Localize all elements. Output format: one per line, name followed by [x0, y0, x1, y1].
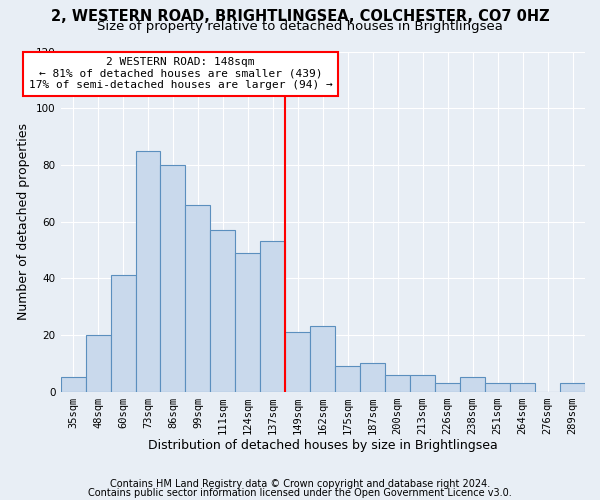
- Bar: [360, 363, 385, 392]
- Bar: [435, 383, 460, 392]
- Bar: [560, 383, 585, 392]
- Bar: [260, 242, 286, 392]
- Bar: [510, 383, 535, 392]
- Text: Contains HM Land Registry data © Crown copyright and database right 2024.: Contains HM Land Registry data © Crown c…: [110, 479, 490, 489]
- Bar: [86, 335, 110, 392]
- Bar: [160, 165, 185, 392]
- Bar: [410, 374, 435, 392]
- Bar: [385, 374, 410, 392]
- Text: Size of property relative to detached houses in Brightlingsea: Size of property relative to detached ho…: [97, 20, 503, 33]
- Bar: [211, 230, 235, 392]
- Bar: [136, 150, 160, 392]
- Text: 2, WESTERN ROAD, BRIGHTLINGSEA, COLCHESTER, CO7 0HZ: 2, WESTERN ROAD, BRIGHTLINGSEA, COLCHEST…: [50, 9, 550, 24]
- X-axis label: Distribution of detached houses by size in Brightlingsea: Distribution of detached houses by size …: [148, 440, 497, 452]
- Bar: [310, 326, 335, 392]
- Bar: [61, 378, 86, 392]
- Bar: [286, 332, 310, 392]
- Bar: [185, 204, 211, 392]
- Text: Contains public sector information licensed under the Open Government Licence v3: Contains public sector information licen…: [88, 488, 512, 498]
- Bar: [335, 366, 360, 392]
- Text: 2 WESTERN ROAD: 148sqm
← 81% of detached houses are smaller (439)
17% of semi-de: 2 WESTERN ROAD: 148sqm ← 81% of detached…: [29, 57, 332, 90]
- Bar: [235, 252, 260, 392]
- Bar: [460, 378, 485, 392]
- Bar: [485, 383, 510, 392]
- Y-axis label: Number of detached properties: Number of detached properties: [17, 123, 31, 320]
- Bar: [110, 276, 136, 392]
